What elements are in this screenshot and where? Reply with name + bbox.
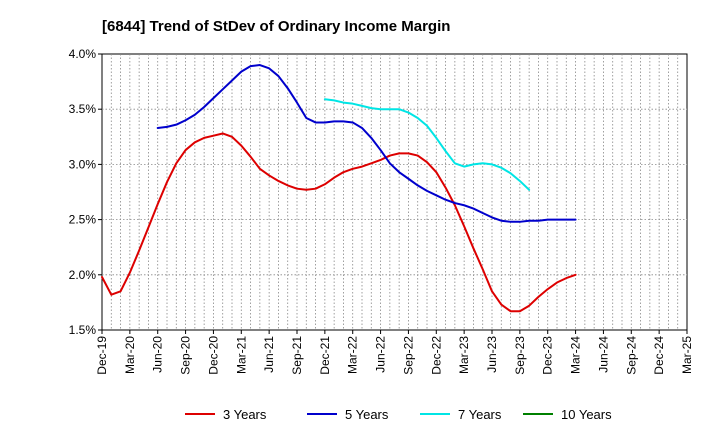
legend-label: 10 Years	[561, 407, 612, 422]
grid	[102, 54, 687, 330]
x-tick-label: Jun-24	[596, 336, 610, 373]
x-tick-label: Dec-19	[95, 336, 109, 375]
series-line-3	[323, 98, 531, 191]
x-axis: Dec-19 Mar-20 Jun-20 Sep-20 Dec-20 Mar-21 Jun-…	[95, 330, 694, 375]
series-line-2	[156, 64, 577, 223]
y-tick-label: 3.5%	[69, 102, 97, 116]
chart-title: [6844] Trend of StDev of Ordinary Income…	[102, 18, 450, 35]
x-tick-label: Dec-21	[318, 336, 332, 375]
x-tick-label: Mar-21	[234, 336, 248, 374]
x-tick-label: Sep-24	[624, 336, 638, 375]
x-tick-label: Jun-20	[151, 336, 165, 373]
x-tick-label: Mar-23	[457, 336, 471, 374]
x-tick-label: Dec-22	[429, 336, 443, 375]
legend: 3 Years 5 Years 7 Years 10 Years	[185, 407, 612, 422]
x-tick-label: Mar-20	[123, 336, 137, 374]
x-tick-label: Jun-21	[262, 336, 276, 373]
y-tick-label: 2.0%	[69, 268, 97, 282]
x-tick-label: Sep-22	[401, 336, 415, 375]
series-lines	[101, 64, 577, 313]
x-tick-label: Jun-22	[374, 336, 388, 373]
x-tick-label: Mar-24	[569, 336, 583, 374]
x-tick-label: Dec-20	[206, 336, 220, 375]
x-tick-label: Sep-21	[290, 336, 304, 375]
x-tick-label: Dec-23	[541, 336, 555, 375]
y-tick-label: 1.5%	[69, 323, 97, 337]
x-tick-label: Jun-23	[485, 336, 499, 373]
legend-label: 7 Years	[458, 407, 502, 422]
x-tick-label: Sep-20	[179, 336, 193, 375]
x-tick-label: Mar-25	[680, 336, 694, 374]
series-line-1	[101, 132, 577, 313]
plot-area	[101, 53, 688, 331]
x-tick-label: Mar-22	[346, 336, 360, 374]
y-tick-label: 2.5%	[69, 213, 97, 227]
legend-label: 3 Years	[223, 407, 267, 422]
y-tick-label: 3.0%	[69, 157, 97, 171]
legend-label: 5 Years	[345, 407, 389, 422]
y-tick-label: 4.0%	[69, 47, 97, 61]
x-tick-label: Dec-24	[652, 336, 666, 375]
x-tick-label: Sep-23	[513, 336, 527, 375]
y-axis: 1.5% 2.0% 2.5% 3.0% 3.5% 4.0%	[69, 47, 102, 337]
